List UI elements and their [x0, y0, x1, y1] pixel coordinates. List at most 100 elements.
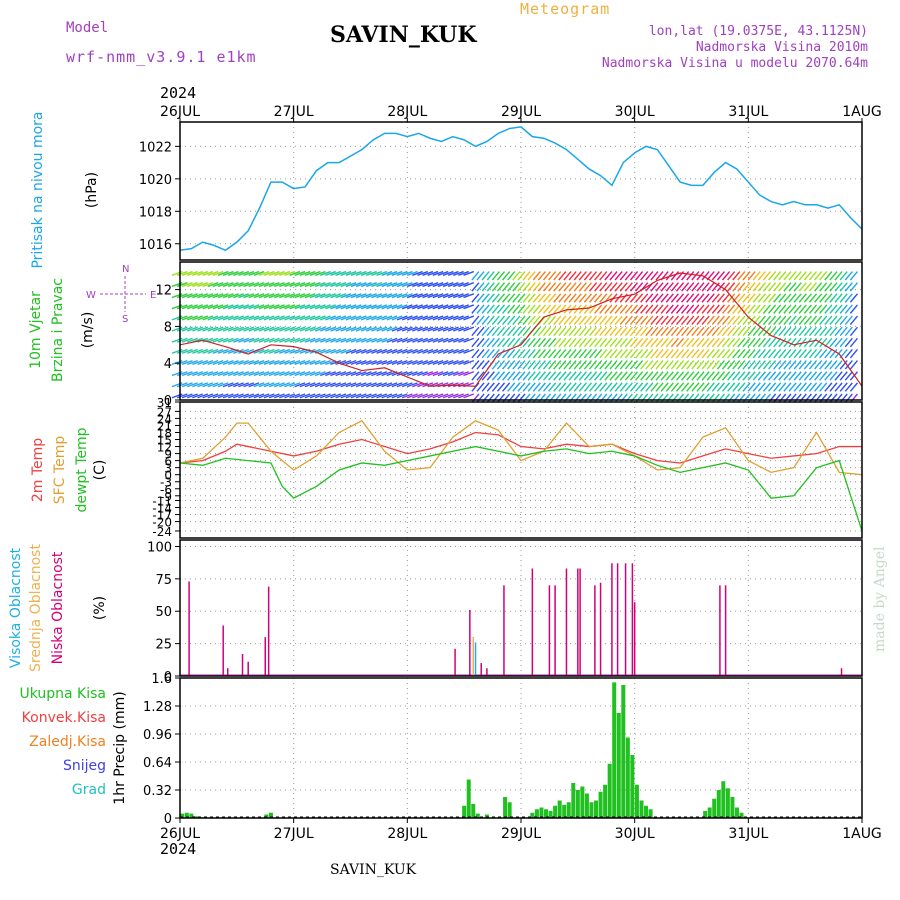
wind-barb — [583, 360, 593, 370]
wind-barb — [491, 382, 500, 392]
wind-barb — [834, 271, 843, 281]
wind-barb — [737, 360, 746, 370]
wind-barb — [696, 337, 705, 348]
wind-barb — [768, 293, 777, 303]
wind-barb — [335, 393, 347, 399]
wind-barb — [512, 282, 521, 292]
wind-barb — [778, 382, 787, 392]
wind-barb — [192, 348, 203, 354]
wind-barb — [207, 382, 219, 388]
wind-barb — [314, 293, 326, 299]
wind-barb — [340, 304, 352, 310]
wind-barb — [773, 293, 782, 303]
wind-barb — [248, 359, 260, 366]
wind-barb — [747, 293, 756, 303]
wind-barb — [284, 371, 296, 377]
wind-barb — [681, 337, 690, 348]
wind-barb — [360, 371, 372, 377]
wind-barb — [768, 349, 777, 359]
wind-barb — [517, 326, 526, 337]
wind-barb — [829, 337, 838, 348]
wind-barb — [176, 337, 188, 343]
wind-barb — [686, 271, 695, 281]
precip-axis-label: 1hr Precip (mm) — [112, 691, 128, 804]
wind-barb — [757, 371, 766, 381]
wind-barb — [691, 326, 700, 337]
wind-barb — [819, 349, 828, 359]
wind-barb — [202, 282, 214, 288]
wind-barb — [849, 371, 858, 381]
wind-barb — [376, 382, 388, 388]
wind-barb — [573, 315, 582, 325]
y-tick-label: 6 — [164, 455, 172, 469]
wind-barb — [624, 393, 633, 403]
wind-barb — [691, 304, 700, 314]
wind-barb — [391, 282, 403, 288]
wind-barb — [294, 315, 306, 321]
wind-barb — [619, 293, 628, 303]
wind-barb — [721, 349, 731, 359]
wind-barb — [660, 337, 669, 348]
wind-barb — [635, 393, 644, 403]
wind-barb — [660, 304, 669, 314]
wind-barb — [401, 293, 413, 299]
wind-barb — [819, 282, 828, 292]
y-tick-label: -14 — [152, 502, 172, 516]
wind-barb — [453, 282, 464, 288]
wind-barbs-layer — [171, 270, 858, 403]
wind-barb — [412, 315, 423, 321]
wind-barb — [314, 337, 326, 343]
wind-barb — [222, 270, 234, 276]
wind-barb — [588, 271, 598, 281]
wind-barb — [645, 382, 654, 392]
wind-barb — [212, 393, 224, 399]
wind-barb — [839, 326, 848, 337]
wind-barb — [222, 371, 234, 377]
wind-barb — [711, 326, 720, 337]
wind-barb — [284, 393, 296, 399]
wind-barb — [711, 371, 720, 381]
precip-bar — [462, 805, 467, 818]
wind-barb — [675, 315, 685, 325]
wind-barb — [793, 271, 802, 281]
wind-barb — [742, 282, 751, 292]
wind-barb — [273, 348, 285, 354]
wind-barb — [599, 282, 608, 292]
x-tick-bottom-label: 28JUL — [387, 826, 427, 842]
wind-barb — [471, 293, 480, 303]
wind-barb — [263, 304, 275, 310]
wind-barb — [299, 382, 311, 388]
wind-barb — [721, 304, 731, 314]
wind-barb — [243, 293, 255, 299]
wind-barb — [217, 304, 229, 310]
wind-barb — [345, 282, 357, 288]
wind-barb — [635, 382, 644, 392]
compass-south: S — [122, 314, 128, 325]
wind-barb — [320, 337, 331, 343]
wind-barb — [583, 326, 593, 337]
wind-barb — [268, 337, 280, 343]
wind-barb — [258, 293, 270, 299]
wind-barb — [187, 371, 198, 377]
wind-barb — [762, 271, 772, 281]
wind-barb — [599, 271, 608, 281]
sfc-axis-label: SFC Temp — [52, 436, 68, 505]
wind-barb — [197, 326, 209, 332]
wind-barb — [299, 304, 311, 310]
precip-bar — [566, 802, 571, 818]
x-tick-bottom-label: 31JUL — [728, 826, 768, 842]
wind-barb — [263, 348, 275, 354]
wind-barb — [417, 270, 429, 276]
wind-barb — [645, 393, 654, 403]
wind-barb — [844, 337, 853, 348]
wind-barb — [491, 371, 500, 381]
wind-barb — [263, 282, 275, 288]
wind-barb — [762, 337, 772, 348]
wind-barb — [233, 293, 244, 299]
wind-barb — [747, 271, 756, 281]
wind-barb — [386, 293, 398, 299]
wind-barb — [783, 360, 792, 370]
wind-barb — [681, 282, 690, 292]
wind-barb — [819, 315, 828, 325]
wind-barb — [808, 293, 818, 303]
